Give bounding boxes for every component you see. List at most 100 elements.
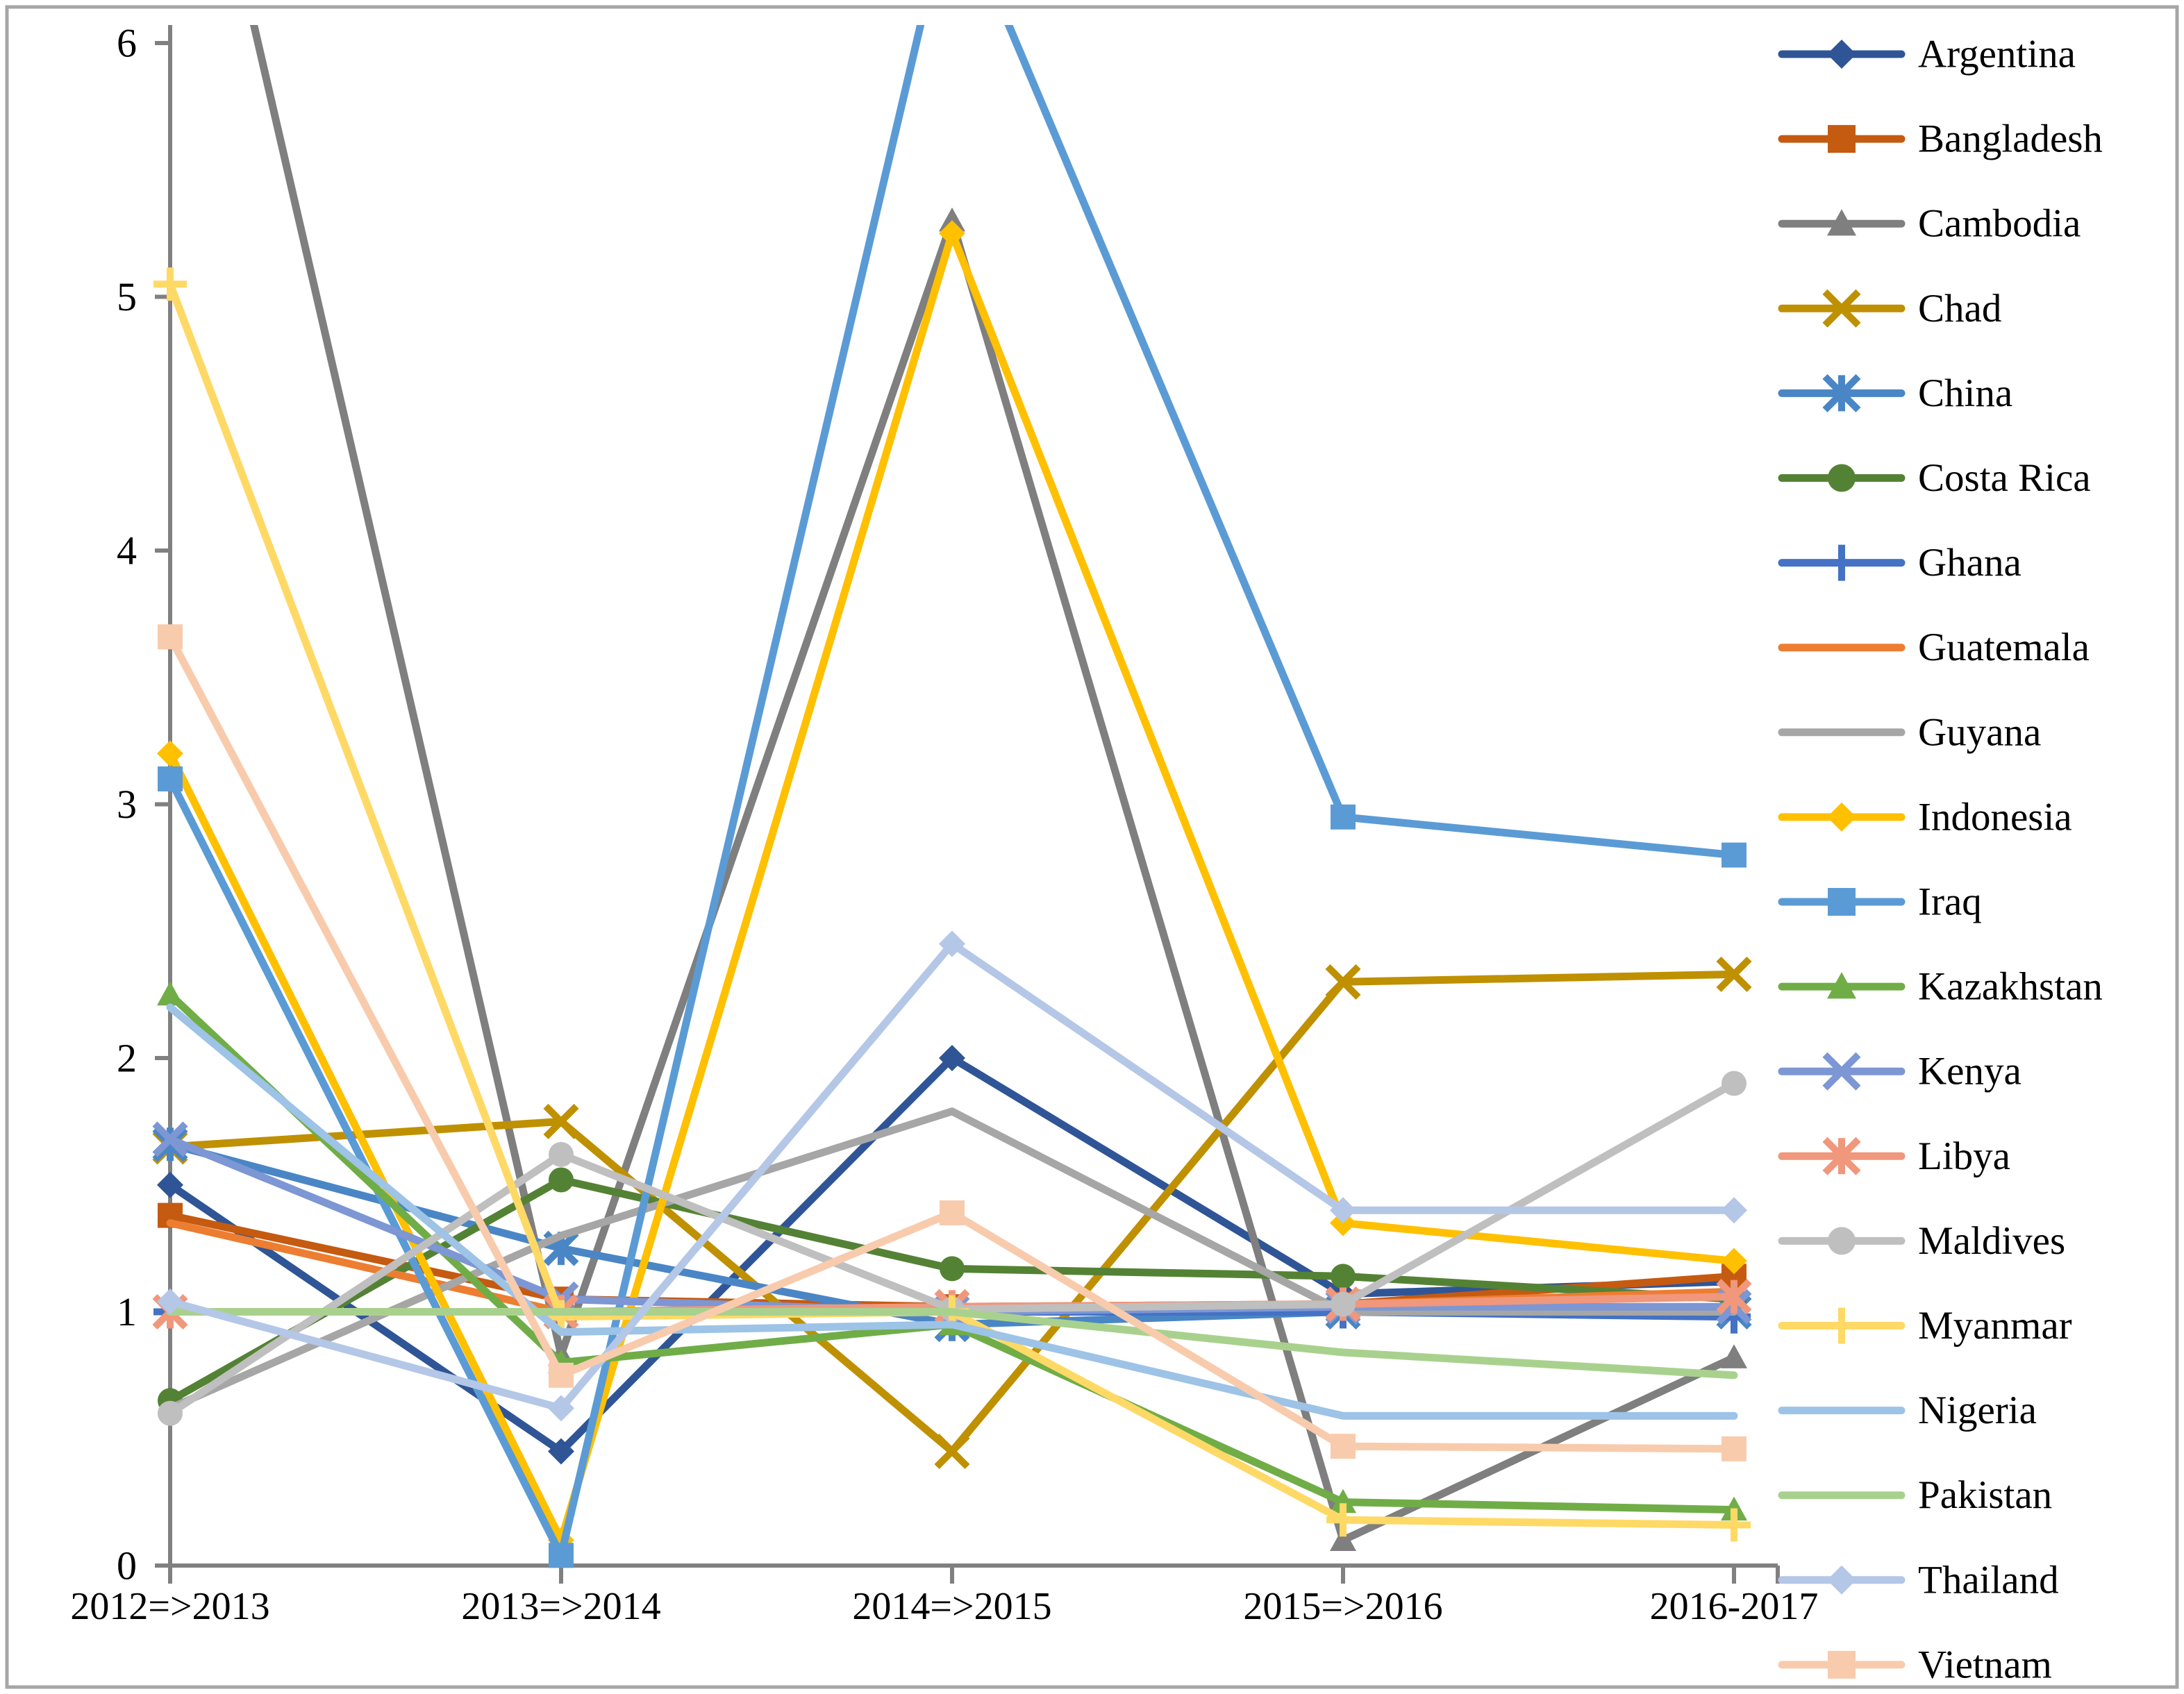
legend-item-guatemala: Guatemala (1778, 626, 2090, 669)
x-axis-label: 2013=>2014 (461, 1585, 660, 1628)
diamond-marker (1827, 1565, 1856, 1595)
diamond-marker (939, 220, 965, 247)
plus-marker (1717, 1508, 1751, 1542)
legend-item-thailand: Thailand (1778, 1558, 2059, 1602)
x-marker (934, 1433, 970, 1470)
diamond-marker (1827, 802, 1856, 832)
legend: Argentina Bangladesh Cambodia Chad China Cost… (1778, 33, 2103, 1686)
y-axis-label: 2 (117, 1036, 137, 1081)
legend-label: Nigeria (1918, 1389, 2037, 1432)
legend-item-guyana: Guyana (1778, 710, 2041, 754)
x-marker (1325, 964, 1361, 1000)
series-line (166, 1308, 1738, 1379)
legend-label: Indonesia (1918, 795, 2072, 839)
triangle-marker (1827, 209, 1856, 236)
triangle-marker (939, 207, 965, 232)
y-axis-label: 0 (117, 1543, 137, 1588)
circle-marker (1828, 1227, 1856, 1255)
square-marker (158, 624, 183, 650)
circle-marker (940, 1256, 965, 1282)
legend-item-chad: Chad (1778, 287, 2001, 330)
legend-label: Myanmar (1918, 1304, 2072, 1348)
asterisk-marker (152, 1126, 188, 1162)
x-marker (1822, 1052, 1861, 1091)
series-line (166, 1003, 1738, 1420)
circle-marker (1331, 1291, 1356, 1317)
diamond-marker (1330, 1197, 1356, 1224)
square-marker (158, 766, 183, 791)
plus-marker (1824, 544, 1860, 581)
y-axis-label: 1 (117, 1289, 137, 1334)
square-marker (549, 1543, 574, 1568)
triangle-marker (157, 981, 183, 1006)
diamond-marker (157, 1288, 183, 1315)
diamond-marker (939, 1045, 965, 1071)
square-marker (549, 1362, 574, 1388)
circle-marker (158, 1400, 183, 1426)
legend-item-china: China (1778, 371, 2012, 415)
legend-label: Guatemala (1918, 626, 2090, 669)
diamond-marker (548, 1395, 574, 1422)
triangle-marker (1330, 1488, 1356, 1513)
x-marker (1716, 956, 1752, 992)
legend-label: Bangladesh (1918, 117, 2103, 161)
legend-label: Iraq (1918, 880, 1982, 924)
x-marker (543, 1103, 579, 1139)
square-marker (1331, 1434, 1356, 1459)
legend-label: Cambodia (1918, 202, 2081, 246)
circle-marker (1722, 1071, 1747, 1096)
x-axis-label: 2016-2017 (1650, 1585, 1819, 1628)
series-line (166, 25, 1738, 1559)
legend-label: Maldives (1918, 1219, 2065, 1263)
asterisk-marker (1822, 374, 1861, 412)
legend-label: China (1918, 371, 2012, 415)
triangle-marker (1827, 972, 1856, 999)
legend-item-kenya: Kenya (1778, 1050, 2022, 1093)
legend-label: Libya (1918, 1134, 2010, 1178)
legend-item-myanmar: Myanmar (1778, 1304, 2072, 1348)
legend-item-ghana: Ghana (1778, 541, 2022, 585)
square-marker (1722, 842, 1747, 868)
legend-item-nigeria: Nigeria (1778, 1389, 2037, 1432)
series-nigeria (166, 1003, 1738, 1420)
legend-item-costa-rica: Costa Rica (1778, 456, 2091, 500)
x-axis-label: 2012=>2013 (70, 1585, 269, 1628)
square-marker (1828, 888, 1856, 916)
y-axis-label: 3 (117, 782, 137, 827)
diamond-marker (157, 1171, 183, 1198)
x-axis-label: 2014=>2015 (852, 1585, 1051, 1628)
y-axis-label: 6 (117, 21, 137, 66)
legend-label: Kazakhstan (1918, 965, 2103, 1009)
triangle-marker (1330, 1527, 1356, 1552)
asterisk-marker (1822, 1137, 1861, 1175)
legend-label: Vietnam (1918, 1643, 2052, 1686)
series-vietnam (158, 624, 1747, 1461)
square-marker (1828, 125, 1856, 153)
square-marker (1722, 1436, 1747, 1461)
plus-marker (1326, 1503, 1360, 1537)
diamond-marker (548, 1438, 574, 1465)
legend-item-pakistan: Pakistan (1778, 1473, 2052, 1517)
x-axis-label: 2015=>2016 (1243, 1585, 1442, 1628)
plus-marker (153, 267, 187, 301)
legend-item-maldives: Maldives (1778, 1219, 2065, 1263)
legend-label: Pakistan (1918, 1473, 2052, 1517)
legend-label: Chad (1918, 287, 2001, 330)
y-axis-label: 5 (117, 274, 137, 319)
legend-label: Argentina (1918, 33, 2076, 76)
legend-item-libya: Libya (1778, 1134, 2010, 1178)
legend-label: Costa Rica (1918, 456, 2091, 500)
legend-label: Thailand (1918, 1558, 2059, 1602)
legend-item-indonesia: Indonesia (1778, 795, 2072, 839)
diamond-marker (939, 930, 965, 957)
legend-label: Kenya (1918, 1050, 2022, 1093)
square-marker (940, 1200, 965, 1225)
diamond-marker (1827, 40, 1856, 69)
legend-item-bangladesh: Bangladesh (1778, 117, 2103, 161)
series-thailand (157, 930, 1747, 1422)
legend-item-kazakhstan: Kazakhstan (1778, 965, 2103, 1009)
circle-marker (1331, 1264, 1356, 1289)
square-marker (1828, 1650, 1856, 1679)
series-iraq (158, 25, 1747, 1568)
